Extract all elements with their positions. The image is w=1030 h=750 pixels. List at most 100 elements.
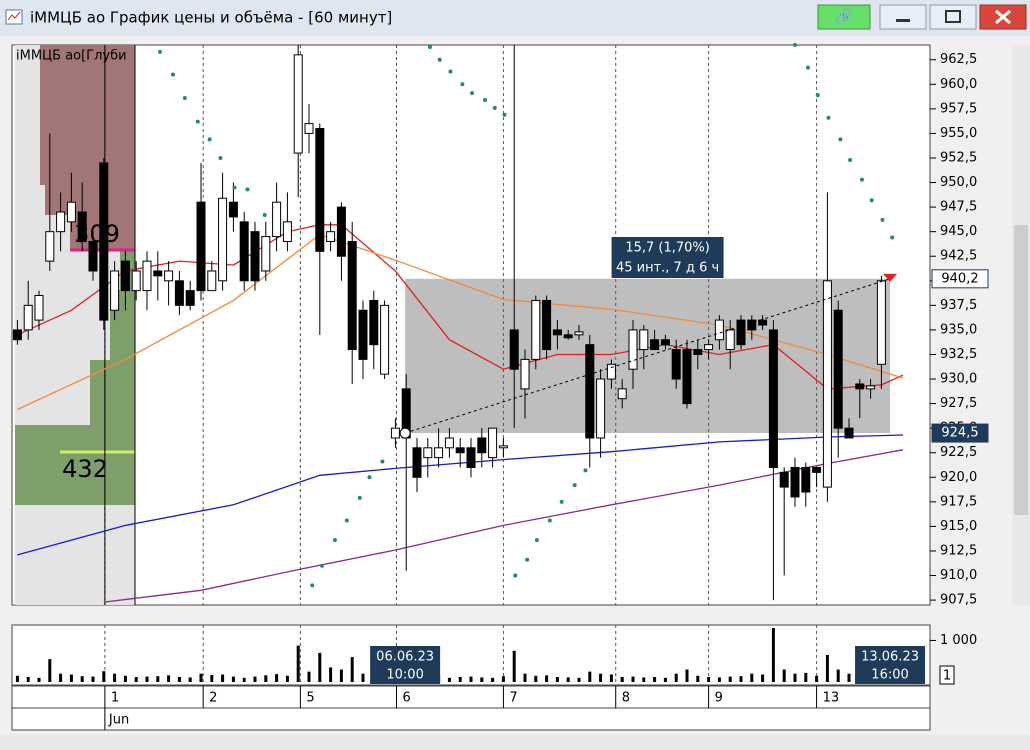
candle-body (650, 339, 660, 351)
volume-bar (458, 677, 462, 682)
volume-bar (480, 677, 484, 682)
x-tick-label: 8 (622, 691, 630, 706)
candle-body (531, 299, 541, 360)
x-tick-label: 7 (509, 691, 517, 706)
sar-point (367, 475, 372, 480)
candle-body (390, 427, 400, 439)
y-tick-label: 942,5 (940, 249, 977, 264)
sar-point (815, 93, 820, 98)
candle-body (88, 240, 98, 272)
candle-body (174, 280, 184, 306)
y-tick-label: 1 000 (940, 633, 977, 648)
candle-body (239, 221, 249, 282)
candle-body (164, 270, 174, 282)
month-row (11, 707, 931, 731)
volume-bar (728, 676, 732, 682)
link-button[interactable] (817, 4, 871, 30)
sar-point (572, 483, 577, 488)
sar-point (534, 538, 539, 543)
candle-body (77, 211, 87, 242)
volume-bar (361, 673, 365, 682)
y-tick-label: 962,5 (940, 52, 977, 67)
measure-label-bg (611, 237, 724, 278)
candle-body (682, 349, 692, 405)
candle-body (261, 236, 271, 272)
maximize-button[interactable] (929, 4, 977, 30)
volume-bar (91, 676, 95, 682)
candle-body (639, 329, 649, 351)
candle-body (768, 329, 778, 468)
sar-point (437, 57, 442, 62)
candle-body (477, 437, 487, 454)
volume-bar (847, 673, 851, 682)
volume-bar (210, 674, 214, 682)
cursor-label-bg (855, 646, 926, 684)
volume-bar (80, 676, 84, 682)
candle-body (855, 383, 865, 390)
volume-bar (501, 676, 505, 682)
window-title: iММЦБ ао График цены и объёма - [60 мину… (30, 9, 392, 27)
volume-bar (318, 652, 322, 682)
volume-bar (696, 675, 700, 682)
sar-point (427, 44, 432, 49)
profile-upper (40, 45, 135, 250)
volume-bar (307, 671, 311, 682)
volume-bar (285, 675, 289, 682)
y-tick-label: 952,5 (940, 150, 977, 165)
cursor-date: 13.06.23 (861, 650, 919, 665)
price-label: 940,2 (941, 271, 978, 286)
sar-point (513, 573, 518, 578)
h-scrollbar[interactable] (0, 735, 1030, 750)
volume-bar (199, 673, 203, 682)
y-tick-label: 907,5 (940, 593, 977, 608)
candle-body (34, 295, 44, 321)
volume-panel (11, 624, 931, 686)
chart-title: iММЦБ ао[Глуби (16, 49, 127, 64)
candle-body (779, 471, 789, 488)
volume-bar (782, 669, 786, 682)
volume-bar (59, 673, 63, 682)
volume-bar (469, 676, 473, 682)
measure-line (404, 278, 891, 434)
volume-bar (609, 674, 613, 682)
sar-point (805, 65, 810, 70)
candle-body (466, 447, 476, 468)
candle-body (412, 447, 422, 478)
candle-body (218, 197, 228, 282)
y-tick-label: 912,5 (940, 543, 977, 558)
volume-bar (329, 667, 333, 682)
volume-bar (588, 671, 592, 682)
measure-end (883, 273, 898, 282)
volume-bar (156, 676, 160, 682)
cursor-time: 16:00 (871, 668, 908, 683)
candle-body (207, 270, 217, 292)
volume-bar (815, 675, 819, 682)
volume-bar (37, 677, 41, 682)
volume-bar (793, 673, 797, 682)
volume-bar (113, 673, 117, 682)
cursor-date: 06.06.23 (376, 650, 434, 665)
volume-bar (717, 677, 721, 682)
volume-bar (545, 675, 549, 682)
x-tick-label: 1 (111, 691, 119, 706)
measure-start (399, 427, 411, 439)
candle-body (326, 231, 336, 242)
candle-body (801, 466, 811, 493)
volume-bar (134, 677, 138, 682)
y-tick-label: 915,0 (940, 519, 977, 534)
volume-bar (577, 677, 581, 682)
candle-body (358, 309, 368, 360)
y-tick-label: 960,0 (940, 77, 977, 92)
v-scroll-thumb[interactable] (1014, 225, 1028, 515)
x-tick-label: 2 (209, 691, 217, 706)
candle-body (693, 349, 703, 355)
minimize-button[interactable] (879, 4, 927, 30)
candle-body (293, 54, 303, 154)
measure-span: 45 инт., 7 д 6 ч (616, 261, 719, 276)
candle-body (99, 162, 109, 321)
candle-body (628, 329, 638, 370)
candle-body (12, 329, 22, 341)
sar-point (559, 499, 564, 504)
y-tick-label: 927,5 (940, 396, 977, 411)
price-label-bg (931, 423, 989, 443)
